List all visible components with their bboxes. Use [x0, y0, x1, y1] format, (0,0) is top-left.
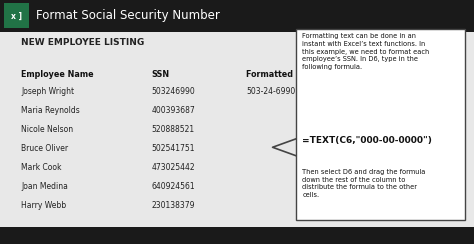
Text: =TEXT(C6,"000-00-0000"): =TEXT(C6,"000-00-0000"): [302, 136, 432, 145]
Text: Formatted SSN: Formatted SSN: [246, 70, 314, 79]
Text: 400393687: 400393687: [152, 106, 195, 115]
Text: SSN: SSN: [152, 70, 170, 79]
Text: Then select D6 and drag the formula
down the rest of the column to
distribute th: Then select D6 and drag the formula down…: [302, 169, 426, 198]
FancyBboxPatch shape: [296, 29, 465, 220]
Text: Mark Cook: Mark Cook: [21, 163, 62, 172]
Text: Harry Webb: Harry Webb: [21, 201, 66, 210]
Text: 520888521: 520888521: [152, 125, 195, 134]
Text: x ]: x ]: [10, 11, 22, 20]
FancyBboxPatch shape: [4, 3, 28, 28]
Text: Format Social Security Number: Format Social Security Number: [36, 9, 219, 22]
Text: 503246990: 503246990: [152, 87, 195, 96]
Text: 473025442: 473025442: [152, 163, 195, 172]
Text: Employee Name: Employee Name: [21, 70, 94, 79]
Text: 640924561: 640924561: [152, 182, 195, 191]
Text: 503-24-6990: 503-24-6990: [246, 87, 296, 96]
Text: Formatting text can be done in an
instant with Excel’s text functions. In
this e: Formatting text can be done in an instan…: [302, 33, 429, 70]
Text: Joan Medina: Joan Medina: [21, 182, 68, 191]
Text: Nicole Nelson: Nicole Nelson: [21, 125, 73, 134]
Text: 230138379: 230138379: [152, 201, 195, 210]
Text: Bruce Oliver: Bruce Oliver: [21, 144, 68, 153]
Text: Joseph Wright: Joseph Wright: [21, 87, 74, 96]
FancyBboxPatch shape: [0, 0, 474, 32]
Text: Maria Reynolds: Maria Reynolds: [21, 106, 80, 115]
Text: 502541751: 502541751: [152, 144, 195, 153]
FancyBboxPatch shape: [0, 227, 474, 244]
Text: NEW EMPLOYEE LISTING: NEW EMPLOYEE LISTING: [21, 38, 145, 47]
